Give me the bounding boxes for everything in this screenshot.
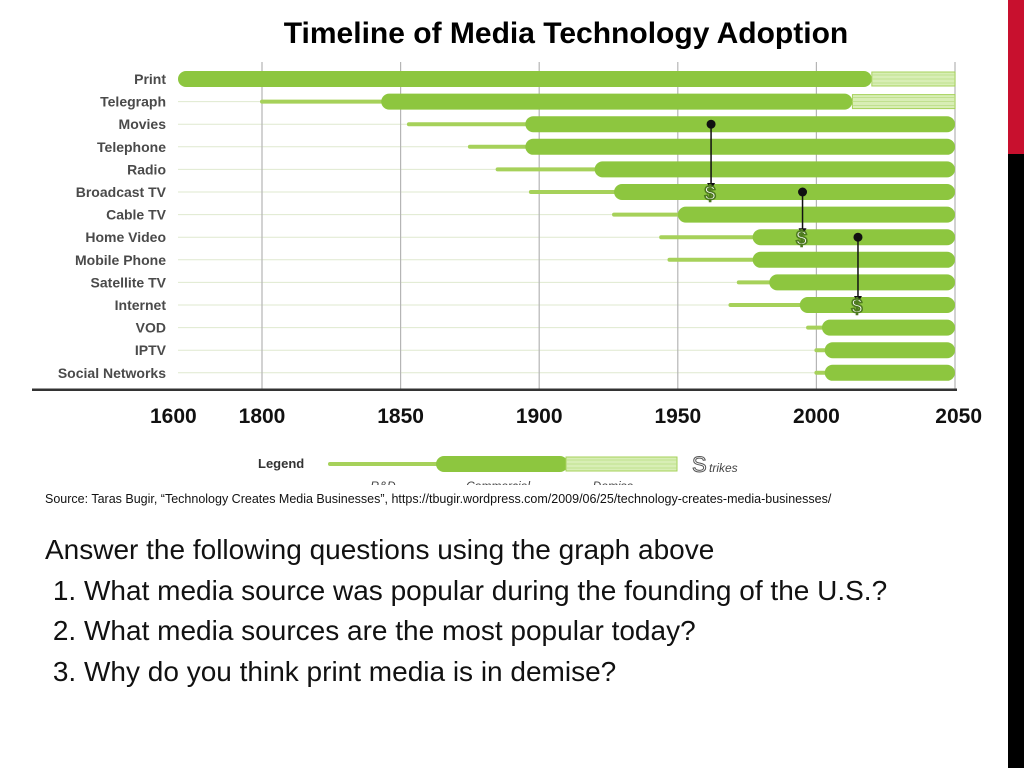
legend-item-commercial: Commercial bbox=[466, 479, 530, 485]
row-label-iptv: IPTV bbox=[135, 342, 167, 358]
demise-segment-print bbox=[871, 71, 956, 87]
legend-strikes-symbol: S bbox=[692, 452, 707, 477]
row-label-cable-tv: Cable TV bbox=[106, 207, 167, 223]
slide-edge-accent-red bbox=[1008, 0, 1024, 154]
question-block: Answer the following questions using the… bbox=[45, 530, 995, 692]
row-label-broadcast-tv: Broadcast TV bbox=[76, 184, 167, 200]
commercial-bar-telephone bbox=[525, 138, 955, 155]
x-tick-label-1800: 1800 bbox=[239, 405, 286, 428]
commercial-bar-cable-tv bbox=[677, 206, 955, 223]
x-tick-label-1900: 1900 bbox=[516, 405, 563, 428]
row-label-telegraph: Telegraph bbox=[100, 94, 166, 110]
x-tick-label-2000: 2000 bbox=[793, 405, 840, 428]
row-label-print: Print bbox=[134, 71, 166, 87]
strike-marker-1962: $ bbox=[704, 119, 716, 206]
commercial-bar-mobile-phone bbox=[752, 251, 955, 268]
source-citation: Source: Taras Bugir, “Technology Creates… bbox=[45, 492, 832, 506]
legend-title: Legend bbox=[258, 456, 304, 471]
x-tick-label-2050: 2050 bbox=[935, 405, 982, 428]
row-label-internet: Internet bbox=[115, 297, 167, 313]
commercial-bar-satellite-tv bbox=[769, 274, 955, 291]
row-labels: Print Telegraph Movies Telephone Radio Broadc… bbox=[58, 71, 167, 381]
questions-intro: Answer the following questions using the… bbox=[45, 534, 715, 565]
strike-arrow-head bbox=[798, 228, 807, 236]
slide-edge-accent-black bbox=[1008, 154, 1024, 768]
strike-marker-2015: $ bbox=[851, 232, 863, 319]
row-label-radio: Radio bbox=[127, 161, 166, 177]
commercial-bar-broadcast-tv bbox=[614, 184, 955, 200]
question-1: What media source was popular during the… bbox=[84, 571, 995, 612]
commercial-bar-social-networks bbox=[824, 364, 955, 381]
commercial-bar-internet bbox=[799, 297, 955, 313]
question-list: What media source was popular during the… bbox=[45, 571, 995, 693]
x-tick-label-1850: 1850 bbox=[377, 405, 424, 428]
chart-title: Timeline of Media Technology Adoption bbox=[284, 17, 848, 50]
legend-item-r-d: R&D bbox=[370, 479, 396, 485]
strike-arrow-head bbox=[707, 183, 716, 190]
legend-item-demise: Demise bbox=[593, 479, 634, 485]
row-label-home-video: Home Video bbox=[85, 229, 166, 245]
grid-lines bbox=[32, 62, 957, 392]
commercial-bar-print bbox=[178, 71, 872, 87]
x-tick-label-1600: 1600 bbox=[150, 405, 197, 428]
row-label-telephone: Telephone bbox=[97, 139, 166, 155]
question-3: Why do you think print media is in demis… bbox=[84, 652, 995, 693]
row-label-movies: Movies bbox=[119, 116, 167, 132]
x-axis: 1600 1800 1850 1900 1950 2000 2050 bbox=[150, 405, 982, 428]
demise-segment-telegraph bbox=[851, 94, 956, 110]
row-label-social-networks: Social Networks bbox=[58, 365, 166, 381]
strike-symbol: $ bbox=[796, 228, 807, 250]
row-label-mobile-phone: Mobile Phone bbox=[75, 252, 166, 268]
strike-marker-1995: $ bbox=[795, 187, 808, 251]
strike-symbol: $ bbox=[851, 296, 862, 318]
media-adoption-timeline-chart: Timeline of Media Technology Adoption Pr… bbox=[32, 17, 982, 486]
commercial-bar-radio bbox=[594, 161, 955, 178]
row-label-satellite-tv: Satellite TV bbox=[91, 274, 167, 290]
strike-arrow-head bbox=[853, 296, 862, 303]
commercial-bar-iptv bbox=[824, 342, 955, 359]
legend-commercial-swatch bbox=[436, 456, 568, 472]
row-label-vod: VOD bbox=[136, 320, 166, 336]
legend-strikes-label: trikes bbox=[709, 461, 738, 475]
commercial-bar-vod bbox=[821, 319, 955, 336]
x-tick-label-1950: 1950 bbox=[654, 405, 701, 428]
timeline-bars bbox=[178, 71, 956, 381]
strike-symbol: $ bbox=[705, 183, 716, 205]
commercial-bar-telegraph bbox=[381, 93, 853, 110]
commercial-bar-movies bbox=[525, 116, 955, 133]
strike-markers: $ $ $ bbox=[704, 119, 863, 319]
question-2: What media sources are the most popular … bbox=[84, 611, 995, 652]
